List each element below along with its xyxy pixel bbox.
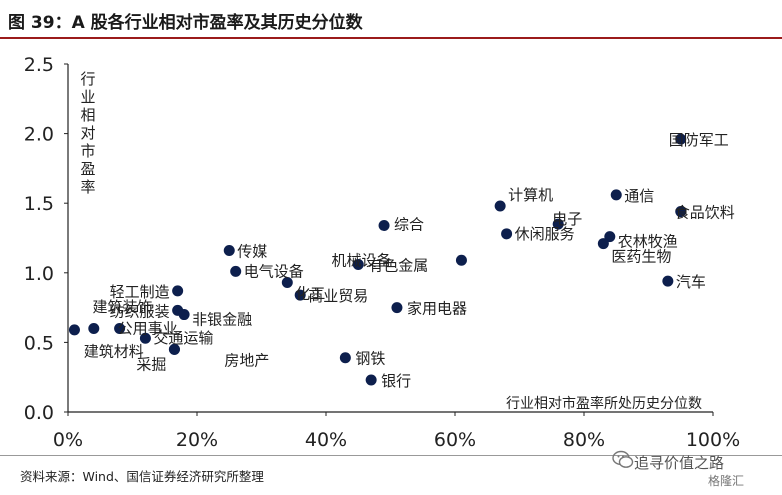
data-point [168, 343, 180, 355]
data-point [178, 309, 190, 321]
data-point-label: 建筑材料 [84, 342, 144, 360]
data-point-label: 纺织服装 [110, 302, 170, 320]
data-point-label: 化工 [295, 285, 325, 303]
data-point-label: 计算机 [508, 186, 553, 204]
y-axis-label-char: 率 [80, 178, 95, 196]
data-point-label: 交通运输 [153, 329, 213, 347]
data-point [501, 228, 513, 240]
chart-axes [67, 64, 713, 413]
data-point-label: 综合 [394, 215, 424, 233]
x-tick-label: 40% [305, 429, 347, 451]
data-point-label: 房地产 [224, 351, 269, 369]
y-tick-label: 0.5 [24, 332, 54, 354]
wechat-icon [612, 450, 634, 468]
data-point-label: 休闲服务 [515, 225, 575, 243]
data-point [610, 189, 622, 201]
data-point-label: 银行 [381, 372, 411, 390]
chart-ticks: 0% 20% 40% 60% 80% 100% 0.0 0.5 1.0 1.5 2.0 2.5 [24, 54, 740, 451]
x-tick-label: 0% [53, 429, 83, 451]
data-point-label: 公用事业 [118, 319, 178, 337]
watermark-brand: 格隆汇 [708, 474, 745, 488]
y-axis-label-char: 盈 [80, 160, 95, 178]
x-tick-label: 20% [176, 429, 218, 451]
chart-points [68, 133, 687, 386]
data-point-label: 钢铁 [355, 350, 385, 368]
data-point [675, 133, 687, 145]
data-point-label: 采掘 [136, 355, 166, 373]
x-tick-label: 100% [686, 429, 740, 451]
data-point-label: 国防军工 [669, 131, 729, 149]
data-point [604, 231, 616, 243]
y-tick-label: 1.5 [24, 193, 54, 215]
y-axis-label-char: 对 [80, 124, 95, 142]
y-axis-label-char: 行 [80, 70, 95, 88]
data-point [494, 200, 506, 212]
data-point [114, 322, 126, 334]
watermark-text: 追寻价值之路 [634, 454, 725, 472]
data-point-label: 有色金属 [368, 256, 428, 274]
data-point [223, 245, 235, 257]
scatter-chart: 0% 20% 40% 60% 80% 100% 0.0 0.5 1.0 1.5 2.0 2.5 国防军… [24, 54, 740, 451]
y-axis-label-char: 市 [80, 142, 95, 160]
y-axis-label: 行业相对市盈率 [80, 70, 95, 196]
data-point [378, 219, 390, 231]
x-axis-label: 行业相对市盈率所处历史分位数 [506, 395, 702, 412]
data-point [552, 218, 564, 230]
data-point-label: 家用电器 [407, 300, 467, 318]
data-point [88, 322, 100, 334]
y-tick-label: 2.0 [24, 124, 54, 146]
title-bar: 图 39：A 股各行业相对市盈率及其历史分位数 [0, 0, 782, 40]
data-point [172, 285, 184, 297]
title-divider [0, 37, 782, 39]
source-divider [0, 455, 782, 456]
y-tick-label: 1.0 [24, 263, 54, 285]
y-tick-label: 0.0 [24, 402, 54, 424]
data-point [68, 324, 80, 336]
data-point-label: 农林牧渔 [618, 233, 678, 251]
y-axis-label-char: 业 [80, 88, 95, 106]
data-point [230, 265, 242, 277]
y-axis-label-char: 相 [80, 106, 95, 124]
data-point [597, 238, 609, 250]
source-note: 资料来源：Wind、国信证券经济研究所整理 [20, 469, 264, 484]
page-title: 图 39：A 股各行业相对市盈率及其历史分位数 [8, 13, 363, 33]
data-point [675, 206, 687, 218]
data-point [339, 352, 351, 364]
x-tick-label: 80% [563, 429, 605, 451]
x-tick-label: 60% [434, 429, 476, 451]
data-point-label: 商业贸易 [308, 287, 368, 305]
data-point [281, 277, 293, 289]
data-point [662, 275, 674, 287]
data-point-label: 汽车 [676, 273, 706, 291]
data-point-label: 机械设备 [331, 251, 391, 269]
data-point-label: 电气设备 [244, 262, 304, 280]
data-point-label: 非银金融 [192, 311, 252, 329]
data-point [391, 302, 403, 314]
data-point [455, 254, 467, 266]
data-point [139, 332, 151, 344]
data-point-label: 通信 [624, 187, 654, 205]
data-point [352, 258, 364, 270]
data-point-label: 食品饮料 [675, 204, 735, 222]
data-point [365, 374, 377, 386]
y-tick-label: 2.5 [24, 54, 54, 76]
data-point-label: 传媒 [237, 243, 267, 261]
data-point [294, 289, 306, 301]
data-point-label: 建筑装饰 [92, 298, 152, 316]
data-point-label: 电子 [552, 210, 582, 228]
data-point-label: 医药生物 [611, 248, 671, 266]
data-point-label: 轻工制造 [110, 283, 170, 301]
